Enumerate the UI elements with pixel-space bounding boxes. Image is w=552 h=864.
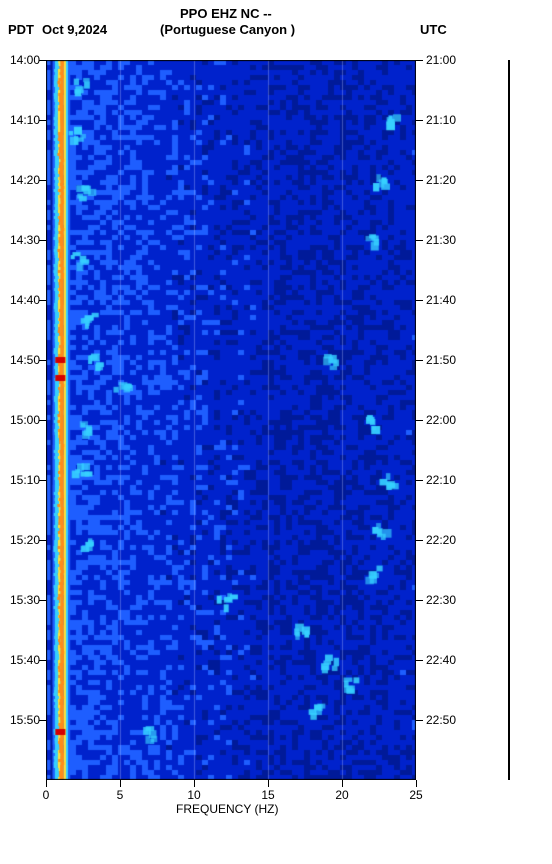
y-tick-label-right: 22:50 [426, 713, 468, 727]
y-tick-mark-left [39, 60, 46, 61]
y-tick-mark-right [416, 60, 423, 61]
y-tick-label-right: 21:30 [426, 233, 468, 247]
y-tick-label-left: 15:20 [0, 533, 40, 547]
y-tick-mark-left [39, 600, 46, 601]
spectrogram-plot [46, 60, 416, 780]
y-tick-label-right: 22:20 [426, 533, 468, 547]
x-tick-label: 25 [409, 788, 422, 802]
y-tick-label-left: 14:40 [0, 293, 40, 307]
y-tick-label-right: 21:20 [426, 173, 468, 187]
y-tick-label-right: 22:10 [426, 473, 468, 487]
y-tick-mark-right [416, 600, 423, 601]
y-tick-mark-left [39, 120, 46, 121]
station-name: (Portuguese Canyon ) [160, 22, 295, 37]
y-tick-label-left: 15:40 [0, 653, 40, 667]
y-tick-mark-right [416, 540, 423, 541]
x-tick-label: 10 [187, 788, 200, 802]
y-tick-label-left: 15:50 [0, 713, 40, 727]
y-tick-mark-left [39, 660, 46, 661]
x-tick-mark [416, 780, 417, 787]
y-tick-label-left: 14:20 [0, 173, 40, 187]
x-tick-mark [194, 780, 195, 787]
y-tick-mark-left [39, 720, 46, 721]
y-tick-mark-right [416, 240, 423, 241]
y-tick-label-left: 15:00 [0, 413, 40, 427]
y-tick-mark-left [39, 180, 46, 181]
y-tick-label-left: 14:00 [0, 53, 40, 67]
y-tick-mark-right [416, 180, 423, 181]
y-tick-label-right: 21:10 [426, 113, 468, 127]
x-axis-label: FREQUENCY (HZ) [176, 802, 278, 816]
y-tick-mark-right [416, 660, 423, 661]
y-tick-mark-right [416, 300, 423, 301]
station-code: PPO EHZ NC -- [180, 6, 272, 21]
y-tick-label-right: 22:40 [426, 653, 468, 667]
y-tick-label-left: 15:10 [0, 473, 40, 487]
y-tick-label-right: 21:50 [426, 353, 468, 367]
x-tick-label: 15 [261, 788, 274, 802]
y-tick-label-left: 14:50 [0, 353, 40, 367]
y-tick-mark-right [416, 120, 423, 121]
y-tick-label-left: 15:30 [0, 593, 40, 607]
x-tick-mark [342, 780, 343, 787]
y-tick-mark-left [39, 300, 46, 301]
y-tick-mark-right [416, 480, 423, 481]
y-tick-label-left: 14:30 [0, 233, 40, 247]
y-tick-mark-left [39, 540, 46, 541]
y-tick-label-left: 14:10 [0, 113, 40, 127]
y-tick-mark-right [416, 360, 423, 361]
y-tick-mark-left [39, 480, 46, 481]
y-tick-label-right: 22:00 [426, 413, 468, 427]
spectrogram-page: { "header": { "line1": "PPO EHZ NC --", … [0, 0, 552, 864]
y-tick-mark-left [39, 360, 46, 361]
right-timezone: UTC [420, 22, 447, 37]
date-label: Oct 9,2024 [42, 22, 107, 37]
x-tick-mark [46, 780, 47, 787]
side-scale-bar [508, 60, 510, 780]
left-timezone: PDT [8, 22, 34, 37]
y-tick-mark-left [39, 420, 46, 421]
y-tick-mark-left [39, 240, 46, 241]
y-tick-mark-right [416, 420, 423, 421]
x-tick-label: 0 [43, 788, 50, 802]
y-tick-label-right: 21:40 [426, 293, 468, 307]
x-tick-label: 20 [335, 788, 348, 802]
x-tick-mark [120, 780, 121, 787]
y-tick-mark-right [416, 720, 423, 721]
y-tick-label-right: 22:30 [426, 593, 468, 607]
y-tick-label-right: 21:00 [426, 53, 468, 67]
x-tick-mark [268, 780, 269, 787]
x-tick-label: 5 [117, 788, 124, 802]
